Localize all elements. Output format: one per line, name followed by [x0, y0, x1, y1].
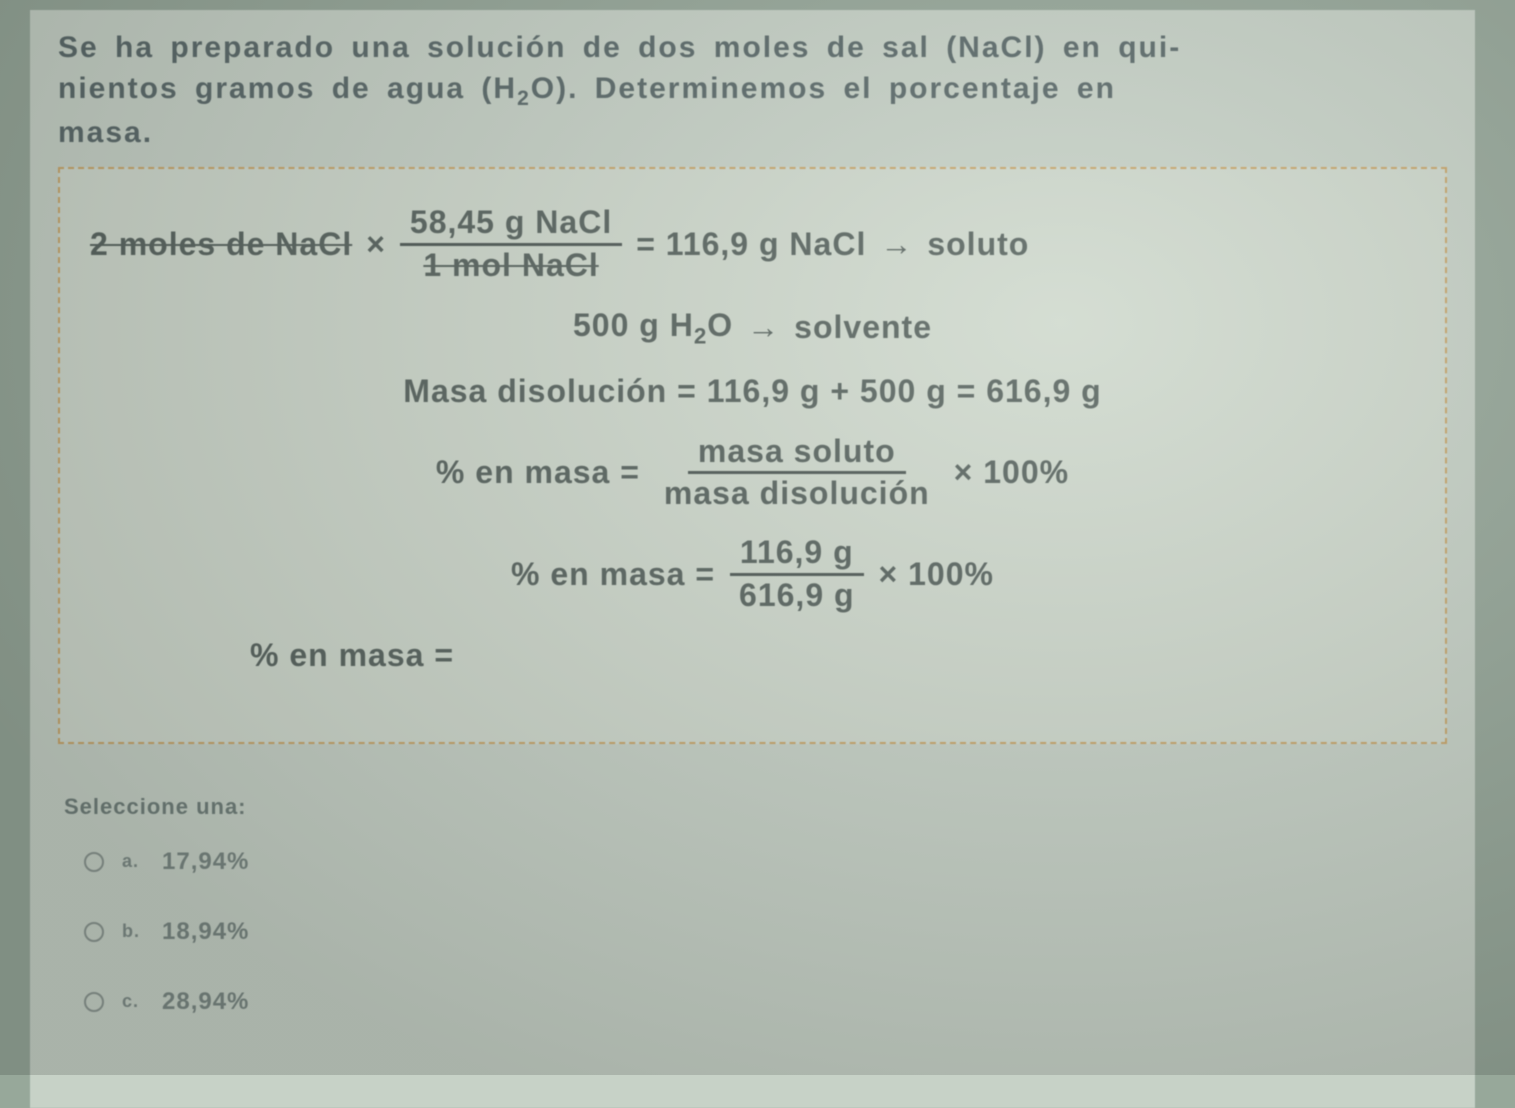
problem-line-1: Se ha preparado una solución de dos mole…	[58, 31, 1181, 64]
answers-title: Seleccione una:	[64, 794, 1441, 820]
step5-lhs: % en masa =	[511, 556, 715, 593]
step1-fraction: 58,45 g NaCl 1 mol NaCl	[400, 205, 622, 282]
step-2: 500 g H2O → solvente	[90, 307, 1415, 349]
step4-fraction: masa soluto masa disolución	[654, 434, 940, 511]
answer-option-c[interactable]: c. 28,94%	[84, 988, 1441, 1016]
problem-line-2a: nientos gramos de agua (H	[58, 72, 517, 105]
option-label: 18,94%	[162, 918, 249, 946]
option-marker: b.	[122, 921, 144, 942]
step4-tail: × 100%	[954, 454, 1069, 491]
step1-frac-num: 58,45 g NaCl	[400, 205, 622, 245]
step4-num: masa soluto	[688, 434, 906, 474]
step5-fraction: 116,9 g 616,9 g	[729, 535, 865, 612]
step-3: Masa disolución = 116,9 g + 500 g = 616,…	[90, 373, 1415, 410]
answer-option-a[interactable]: a. 17,94%	[84, 848, 1441, 876]
step2-tag: solvente	[794, 309, 932, 346]
step5-tail: × 100%	[879, 556, 994, 593]
step1-moles: 2 moles de NaCl	[90, 226, 352, 263]
step1-tag: soluto	[927, 226, 1029, 263]
radio-icon[interactable]	[84, 922, 104, 942]
step6-text: % en masa =	[250, 637, 454, 674]
step1-result: = 116,9 g NaCl	[636, 226, 866, 263]
problem-statement: Se ha preparado una solución de dos mole…	[58, 28, 1447, 153]
radio-icon[interactable]	[84, 992, 104, 1012]
problem-line-3: masa.	[58, 116, 153, 149]
step2-mass: 500 g H2O	[573, 307, 733, 349]
times-icon: ×	[366, 226, 386, 263]
radio-icon[interactable]	[84, 852, 104, 872]
problem-line-2b: O). Determinemos el porcentaje en	[531, 72, 1116, 105]
option-label: 17,94%	[162, 848, 249, 876]
step-1: 2 moles de NaCl × 58,45 g NaCl 1 mol NaC…	[90, 205, 1415, 282]
step-5: % en masa = 116,9 g 616,9 g × 100%	[90, 535, 1415, 612]
arrow-icon: →	[747, 309, 780, 346]
step5-num: 116,9 g	[730, 535, 864, 575]
step-4: % en masa = masa soluto masa disolución …	[90, 434, 1415, 511]
step4-den: masa disolución	[654, 474, 940, 511]
option-marker: a.	[122, 851, 144, 872]
problem-sub: 2	[517, 87, 531, 110]
step1-frac-den: 1 mol NaCl	[413, 246, 608, 283]
option-label: 28,94%	[162, 988, 249, 1016]
worked-solution-box: 2 moles de NaCl × 58,45 g NaCl 1 mol NaC…	[58, 167, 1447, 744]
option-marker: c.	[122, 991, 144, 1012]
worksheet-page: Se ha preparado una solución de dos mole…	[30, 10, 1475, 1108]
step-6: % en masa =	[90, 637, 1415, 674]
step5-den: 616,9 g	[729, 576, 865, 613]
answers-block: Seleccione una: a. 17,94% b. 18,94% c. 2…	[58, 784, 1447, 1068]
answer-option-b[interactable]: b. 18,94%	[84, 918, 1441, 946]
step3-text: Masa disolución = 116,9 g + 500 g = 616,…	[403, 373, 1101, 410]
arrow-icon: →	[880, 226, 913, 263]
step4-lhs: % en masa =	[436, 454, 640, 491]
